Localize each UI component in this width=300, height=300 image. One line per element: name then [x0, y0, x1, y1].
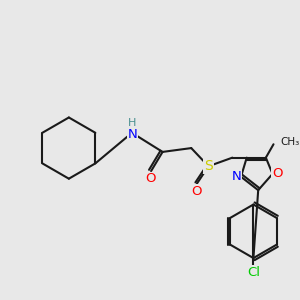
Text: Cl: Cl [247, 266, 260, 279]
Text: N: N [128, 128, 138, 141]
Text: O: O [272, 167, 283, 180]
Text: CH₃: CH₃ [280, 137, 299, 147]
Text: O: O [192, 184, 202, 198]
Text: N: N [231, 170, 241, 183]
Text: O: O [145, 172, 155, 185]
Text: S: S [204, 159, 213, 173]
Text: H: H [128, 118, 136, 128]
